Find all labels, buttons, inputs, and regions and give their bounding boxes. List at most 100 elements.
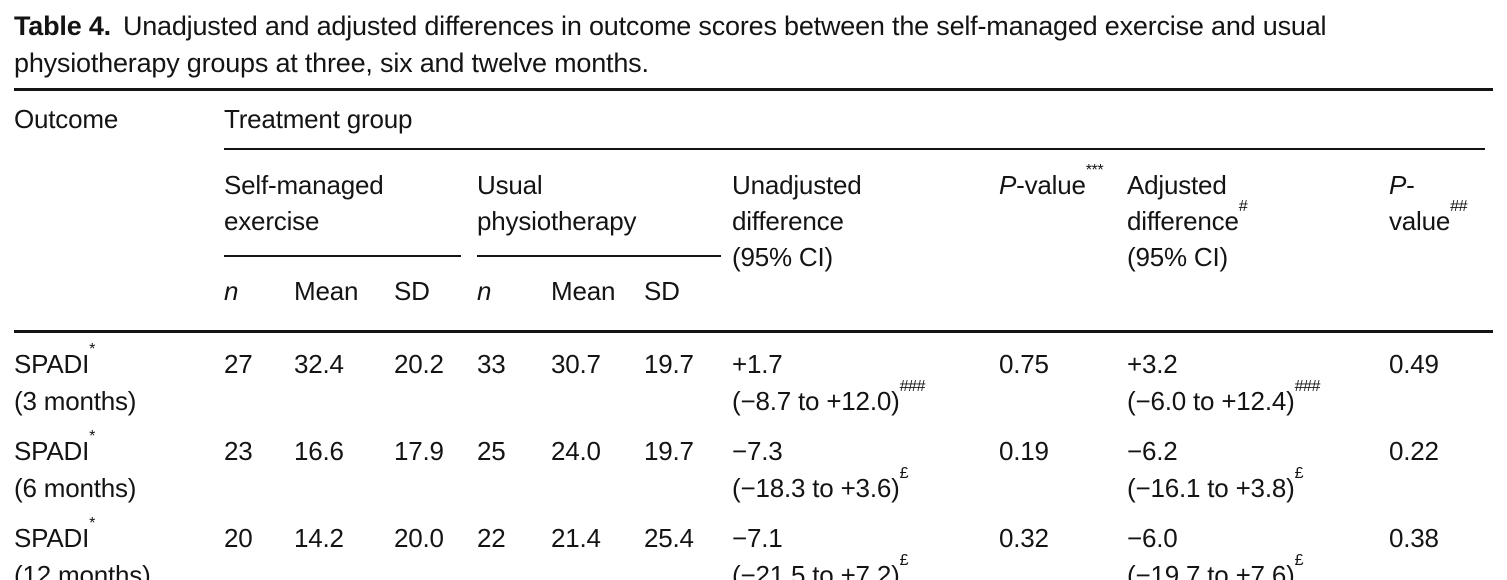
adjusted-ci: (−6.0 to +12.4)###	[1127, 377, 1320, 416]
self-managed-label: Self-managed exercise	[224, 170, 384, 236]
n-usual-cell: 22	[477, 523, 506, 553]
column-header-unadjusted-difference: Unadjusted difference (95% CI)	[732, 150, 999, 333]
adjusted-difference-cell: −6.2 (−16.1 to +3.8)£	[1127, 420, 1389, 507]
unadjusted-ci-superscript: £	[899, 551, 909, 570]
sd-usual-cell: 19.7	[644, 349, 694, 379]
outcome-name: SPADI*	[14, 427, 95, 466]
table-caption-text: Unadjusted and adjusted differences in o…	[14, 11, 1327, 78]
adjusted-ci: (−16.1 to +3.8)£	[1127, 464, 1304, 503]
outcome-cell: SPADI* (12 months)	[14, 507, 224, 580]
unadjusted-estimate: −7.3	[732, 436, 783, 466]
unadjusted-ci: (−21.5 to +7.2)£	[732, 551, 909, 580]
mean-self-managed-cell: 32.4	[294, 349, 344, 379]
unadjusted-ci-superscript: £	[899, 464, 909, 483]
adjusted-ci-superscript: £	[1294, 551, 1304, 570]
outcome-name: SPADI*	[14, 514, 95, 553]
usual-physio-rule: Usual physiotherapy	[477, 167, 721, 257]
p-value-adjusted-label: P- value##	[1389, 170, 1468, 236]
column-header-treatment-group: Treatment group	[224, 90, 1493, 150]
n-self-managed-cell: 23	[224, 436, 253, 466]
outcome-cell: SPADI* (3 months)	[14, 332, 224, 421]
mean-usual-cell: 30.7	[551, 349, 601, 379]
table-header: Outcome Treatment group Self-managed exe…	[14, 89, 1493, 333]
unadjusted-estimate: +1.7	[732, 349, 783, 379]
p-value-adjusted-cell: 0.22	[1389, 436, 1439, 466]
p-value-unadjusted-superscript: ***	[1085, 161, 1104, 180]
adjusted-ci: (−19.7 to +7.6)£	[1127, 551, 1304, 580]
column-header-mean-self-managed: Mean	[294, 257, 394, 333]
adjusted-estimate: +3.2	[1127, 349, 1178, 379]
header-row-statistics: n Mean SD n Mean SD	[14, 257, 1493, 333]
outcome-timepoint: (6 months)	[14, 473, 137, 503]
header-row-outcome: Outcome Treatment group	[14, 89, 1493, 333]
column-header-p-value-adjusted: P- value##	[1389, 150, 1493, 333]
adjusted-ci-superscript: £	[1294, 464, 1304, 483]
outcome-header-label: Outcome	[14, 104, 119, 134]
table-row-spadi-12-months: SPADI* (12 months) 20 14.2 20.0 22 21.4 …	[14, 507, 1493, 580]
unadjusted-ci: (−18.3 to +3.6)£	[732, 464, 909, 503]
unadjusted-difference-cell: −7.1 (−21.5 to +7.2)£	[732, 507, 999, 580]
header-row-groups: Self-managed exercise Usual physiotherap…	[14, 150, 1493, 333]
adjusted-difference-cell: +3.2 (−6.0 to +12.4)###	[1127, 332, 1389, 421]
unadjusted-ci: (−8.7 to +12.0)###	[732, 377, 925, 416]
column-header-usual-physio: Usual physiotherapy	[477, 150, 732, 257]
sd-usual-cell: 25.4	[644, 523, 694, 553]
outcome-name: SPADI*	[14, 340, 95, 379]
unadjusted-difference-cell: −7.3 (−18.3 to +3.6)£	[732, 420, 999, 507]
treatment-group-label: Treatment group	[224, 104, 413, 134]
column-header-self-managed: Self-managed exercise	[224, 150, 477, 257]
sd-self-managed-cell: 20.2	[394, 349, 444, 379]
column-header-n-self-managed: n	[224, 257, 294, 333]
column-header-sd-self-managed: SD	[394, 257, 477, 333]
p-value-adjusted-cell: 0.38	[1389, 523, 1439, 553]
p-value-unadjusted-cell: 0.32	[999, 523, 1049, 553]
column-header-sd-usual: SD	[644, 257, 732, 333]
table-row-spadi-6-months: SPADI* (6 months) 23 16.6 17.9 25 24.0 1…	[14, 420, 1493, 507]
column-header-adjusted-difference: Adjusted difference# (95% CI)	[1127, 150, 1389, 333]
outcome-timepoint: (3 months)	[14, 386, 137, 416]
n-usual-cell: 33	[477, 349, 506, 379]
column-header-n-usual: n	[477, 257, 551, 333]
self-managed-rule: Self-managed exercise	[224, 167, 461, 257]
unadjusted-estimate: −7.1	[732, 523, 783, 553]
table-caption-label: Table 4.	[14, 11, 111, 41]
mean-self-managed-cell: 14.2	[294, 523, 344, 553]
outcome-cell: SPADI* (6 months)	[14, 420, 224, 507]
adjusted-ci-superscript: ###	[1294, 377, 1321, 396]
sd-self-managed-cell: 20.0	[394, 523, 444, 553]
adjusted-difference-label: Adjusted difference# (95% CI)	[1127, 167, 1327, 275]
table-caption: Table 4. Unadjusted and adjusted differen…	[14, 0, 1493, 82]
adjusted-difference-cell: −6.0 (−19.7 to +7.6)£	[1127, 507, 1389, 580]
table-body: SPADI* (3 months) 27 32.4 20.2 33 30.7 1…	[14, 332, 1493, 580]
p-value-adjusted-superscript: ##	[1450, 197, 1468, 216]
unadjusted-ci-superscript: ###	[899, 377, 926, 396]
adjusted-estimate: −6.0	[1127, 523, 1178, 553]
sd-usual-cell: 19.7	[644, 436, 694, 466]
unadjusted-difference-label: Unadjusted difference (95% CI)	[732, 167, 932, 275]
adjusted-difference-superscript: #	[1238, 197, 1248, 216]
outcome-superscript: *	[89, 514, 95, 533]
sd-self-managed-cell: 17.9	[394, 436, 444, 466]
n-usual-cell: 25	[477, 436, 506, 466]
n-self-managed-cell: 20	[224, 523, 253, 553]
mean-usual-cell: 24.0	[551, 436, 601, 466]
unadjusted-ci-label: (95% CI)	[732, 242, 833, 272]
usual-physio-label: Usual physiotherapy	[477, 170, 637, 236]
p-value-unadjusted-label: P-value***	[999, 161, 1104, 200]
outcome-timepoint: (12 months)	[14, 560, 151, 580]
results-table: Outcome Treatment group Self-managed exe…	[14, 88, 1493, 580]
p-value-adjusted-cell: 0.49	[1389, 349, 1439, 379]
unadjusted-difference-cell: +1.7 (−8.7 to +12.0)###	[732, 332, 999, 421]
column-header-p-value-unadjusted: P-value***	[999, 150, 1127, 333]
adjusted-ci-label: (95% CI)	[1127, 242, 1228, 272]
outcome-superscript: *	[89, 340, 95, 359]
treatment-group-rule: Treatment group	[224, 101, 1485, 150]
p-value-unadjusted-cell: 0.19	[999, 436, 1049, 466]
n-self-managed-cell: 27	[224, 349, 253, 379]
table-row-spadi-3-months: SPADI* (3 months) 27 32.4 20.2 33 30.7 1…	[14, 332, 1493, 421]
column-header-mean-usual: Mean	[551, 257, 644, 333]
p-value-unadjusted-cell: 0.75	[999, 349, 1049, 379]
mean-self-managed-cell: 16.6	[294, 436, 344, 466]
mean-usual-cell: 21.4	[551, 523, 601, 553]
